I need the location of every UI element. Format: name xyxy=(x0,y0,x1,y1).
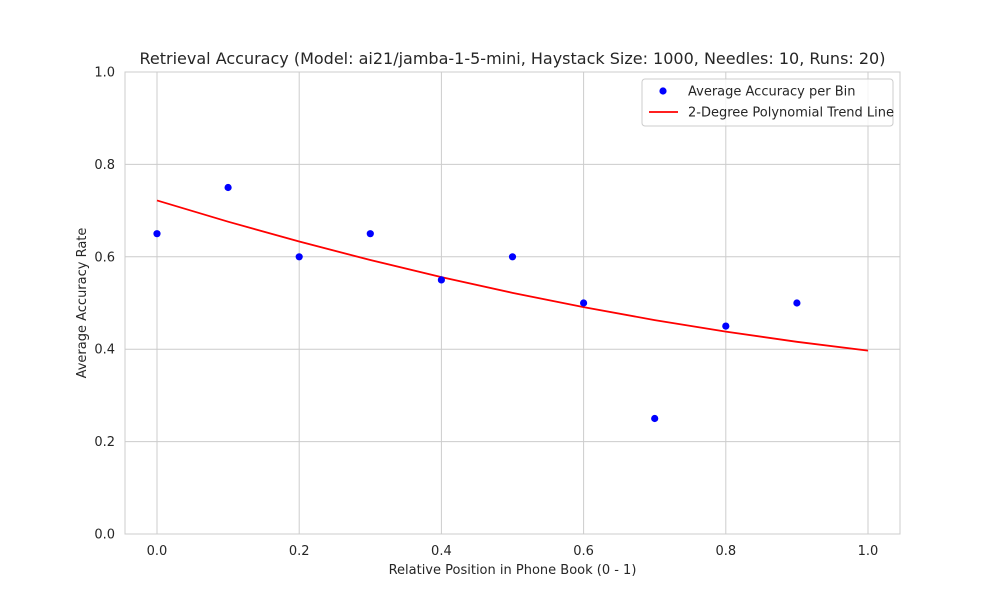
legend-box xyxy=(641,78,894,127)
scatter-point xyxy=(580,299,588,307)
scatter-point xyxy=(366,230,374,238)
scatter-point xyxy=(295,253,303,261)
legend-marker-scatter xyxy=(659,87,667,95)
scatter-point xyxy=(651,414,659,423)
scatter-point xyxy=(437,276,445,284)
x-tick-label: 0.6 xyxy=(573,544,594,559)
x-tick-label: 0.8 xyxy=(715,544,736,559)
scatter-point xyxy=(722,322,730,330)
y-tick-label: 0.8 xyxy=(94,158,115,173)
y-axis-label: Average Accuracy Rate xyxy=(75,228,90,379)
grid xyxy=(125,71,900,535)
series xyxy=(153,183,869,423)
plot-frame xyxy=(124,71,901,535)
y-tick-label: 1.0 xyxy=(94,66,115,81)
y-tick-label: 0.6 xyxy=(94,250,115,265)
x-tick-label: 0.2 xyxy=(289,544,310,559)
y-tick-labels: 0.0 0.2 0.4 0.6 0.8 1.0 xyxy=(94,66,115,543)
y-tick-label: 0.4 xyxy=(94,343,115,358)
scatter-point xyxy=(153,230,161,238)
scatter-point xyxy=(224,183,232,192)
legend: Average Accuracy per Bin 2-Degree Polyno… xyxy=(641,78,894,127)
x-tick-label: 1.0 xyxy=(858,544,879,559)
x-axis-label: Relative Position in Phone Book (0 - 1) xyxy=(389,563,637,578)
chart-title: Retrieval Accuracy (Model: ai21/jamba-1-… xyxy=(140,49,886,68)
x-tick-label: 0.4 xyxy=(431,544,452,559)
legend-label-trend: 2-Degree Polynomial Trend Line xyxy=(688,106,894,121)
scatter-point xyxy=(508,253,517,261)
y-tick-label: 0.0 xyxy=(94,528,115,543)
legend-label-scatter: Average Accuracy per Bin xyxy=(688,85,856,100)
scatter-point xyxy=(793,299,801,307)
y-tick-label: 0.2 xyxy=(94,435,115,450)
x-tick-labels: 0.0 0.2 0.4 0.6 0.8 1.0 xyxy=(147,544,879,559)
x-tick-label: 0.0 xyxy=(147,544,168,559)
trend-line xyxy=(156,199,869,352)
